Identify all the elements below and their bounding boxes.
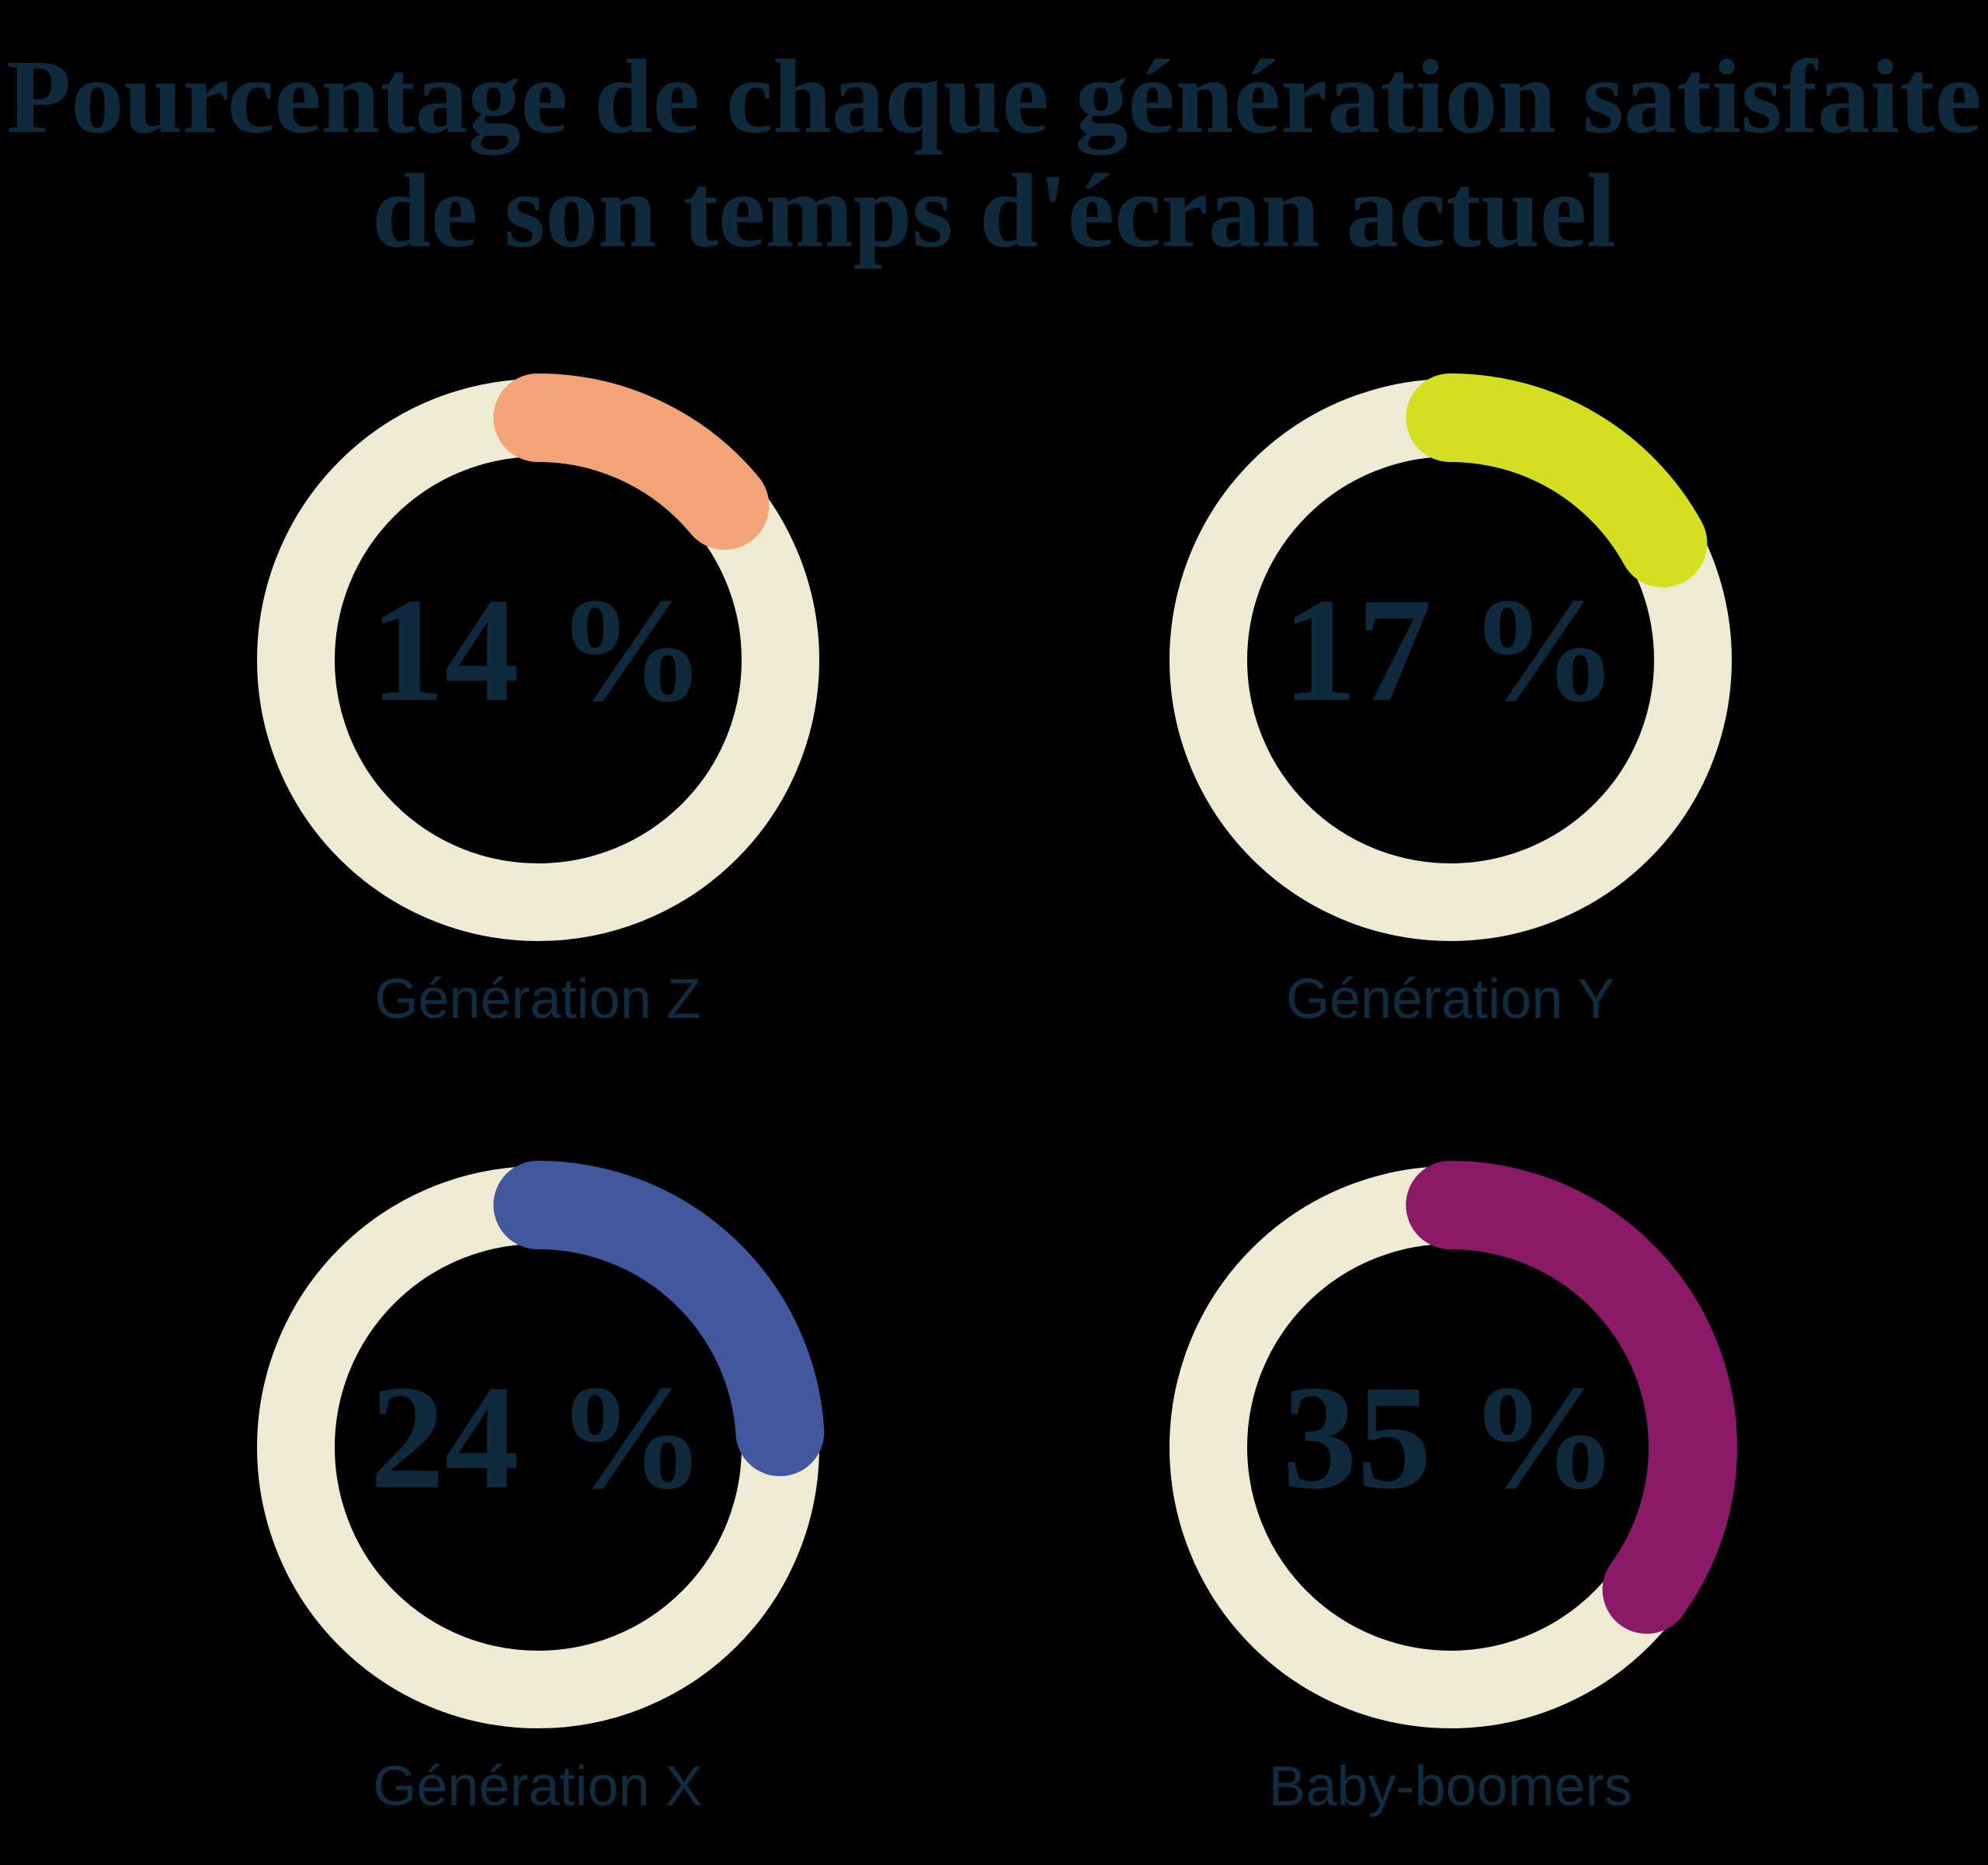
donut-chart-generation-x: 24 % Génération X	[251, 1160, 825, 1820]
donut-center-value: 17 %	[1282, 567, 1618, 733]
donut-chart-baby-boomers: 35 % Baby-boomers	[1163, 1160, 1738, 1820]
donut-chart-generation-z: 14 % Génération Z	[251, 373, 825, 1033]
progress-arc	[251, 1161, 825, 1735]
donut-center-value: 24 %	[370, 1354, 706, 1520]
progress-arc	[1163, 373, 1737, 946]
donut-label: Baby-boomers	[1268, 1756, 1632, 1818]
donut-svg	[251, 373, 825, 946]
donut-chart-generation-y: 17 % Génération Y	[1163, 373, 1738, 1033]
donut-charts-grid: 14 % Génération Z 17 % Génération Y 24 %	[0, 373, 1988, 1821]
donut-center-value: 35 %	[1282, 1354, 1618, 1520]
donut-label: Génération X	[373, 1756, 703, 1818]
donut-ring: 17 %	[1163, 373, 1738, 947]
donut-label: Génération Y	[1286, 967, 1614, 1030]
donut-center-value: 14 %	[370, 567, 706, 733]
page-title-line-1: Pourcentage de chaque génération satisfa…	[6, 39, 1982, 155]
donut-svg	[1163, 1161, 1737, 1735]
page-title: Pourcentage de chaque génération satisfa…	[0, 0, 1988, 269]
progress-arc	[251, 373, 825, 946]
progress-arc	[1163, 1161, 1737, 1735]
donut-ring: 35 %	[1163, 1160, 1738, 1735]
donut-svg	[1163, 373, 1737, 946]
donut-ring: 14 %	[251, 373, 825, 947]
donut-ring: 24 %	[251, 1160, 825, 1735]
donut-svg	[251, 1161, 825, 1735]
page-title-line-2: de son temps d'écran actuel	[372, 152, 1616, 269]
donut-label: Génération Z	[374, 967, 701, 1030]
